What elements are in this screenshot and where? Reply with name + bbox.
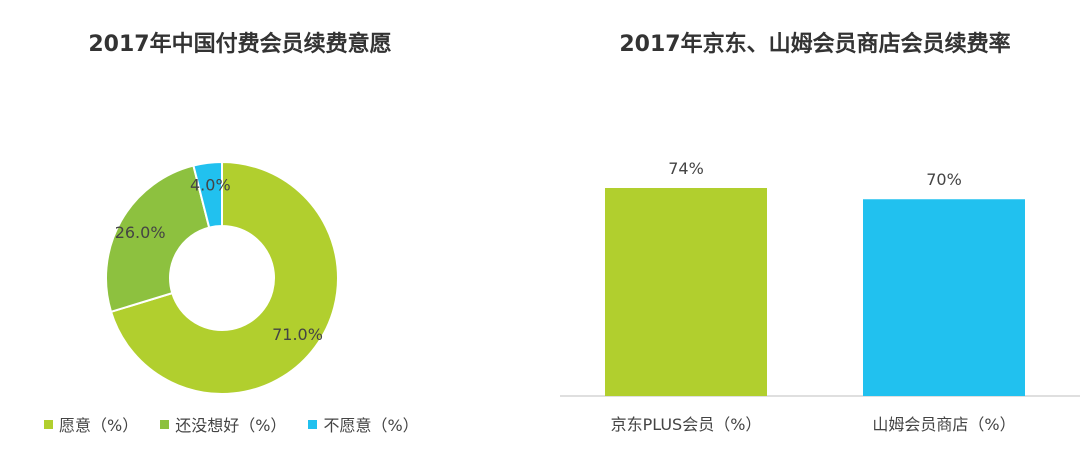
bar-0 bbox=[605, 188, 767, 396]
donut-legend-swatch-1 bbox=[160, 419, 170, 429]
donut-legend-label-0: 愿意（%） bbox=[59, 416, 139, 435]
donut-chart: 71.0% 26.0% 4.0% bbox=[105, 160, 339, 395]
bar-chart-title: 2017年京东、山姆会员商店会员续费率 bbox=[619, 32, 1011, 57]
bar-chart: 74% 京东PLUS会员（%） 70% 山姆会员商店（%） bbox=[560, 159, 1080, 434]
donut-legend-label-1: 还没想好（%） bbox=[175, 416, 287, 435]
donut-slice-0 bbox=[109, 160, 339, 395]
donut-slice-2 bbox=[192, 160, 223, 229]
bar-data-label-1: 70% bbox=[926, 170, 962, 189]
donut-legend: 愿意（%） 还没想好（%） 不愿意（%） bbox=[44, 412, 419, 436]
bar-1 bbox=[863, 199, 1025, 396]
bar-category-label-0: 京东PLUS会员（%） bbox=[611, 415, 762, 434]
donut-panel: 2017年中国付费会员续费意愿 71.0% 26.0% 4.0% 愿意（%） 还没想好… bbox=[44, 32, 419, 436]
donut-legend-item-1: 还没想好（%） bbox=[160, 412, 286, 436]
donut-chart-title: 2017年中国付费会员续费意愿 bbox=[88, 32, 392, 57]
bar-panel: 2017年京东、山姆会员商店会员续费率 74% 京东PLUS会员（%） 70% 山姆会… bbox=[540, 0, 1080, 472]
donut-data-label-1: 26.0% bbox=[115, 223, 166, 242]
donut-legend-swatch-0 bbox=[44, 419, 53, 429]
donut-legend-label-2: 不愿意（%） bbox=[323, 416, 419, 435]
bar-category-label-1: 山姆会员商店（%） bbox=[872, 415, 1015, 434]
donut-data-label-0: 71.0% bbox=[272, 325, 323, 344]
donut-legend-swatch-2 bbox=[308, 419, 318, 429]
donut-data-label-2: 4.0% bbox=[190, 176, 231, 195]
donut-slice-1 bbox=[105, 164, 211, 314]
donut-legend-item-0: 愿意（%） bbox=[44, 412, 138, 436]
donut-legend-item-2: 不愿意（%） bbox=[308, 412, 419, 436]
bar-data-label-0: 74% bbox=[668, 159, 704, 178]
